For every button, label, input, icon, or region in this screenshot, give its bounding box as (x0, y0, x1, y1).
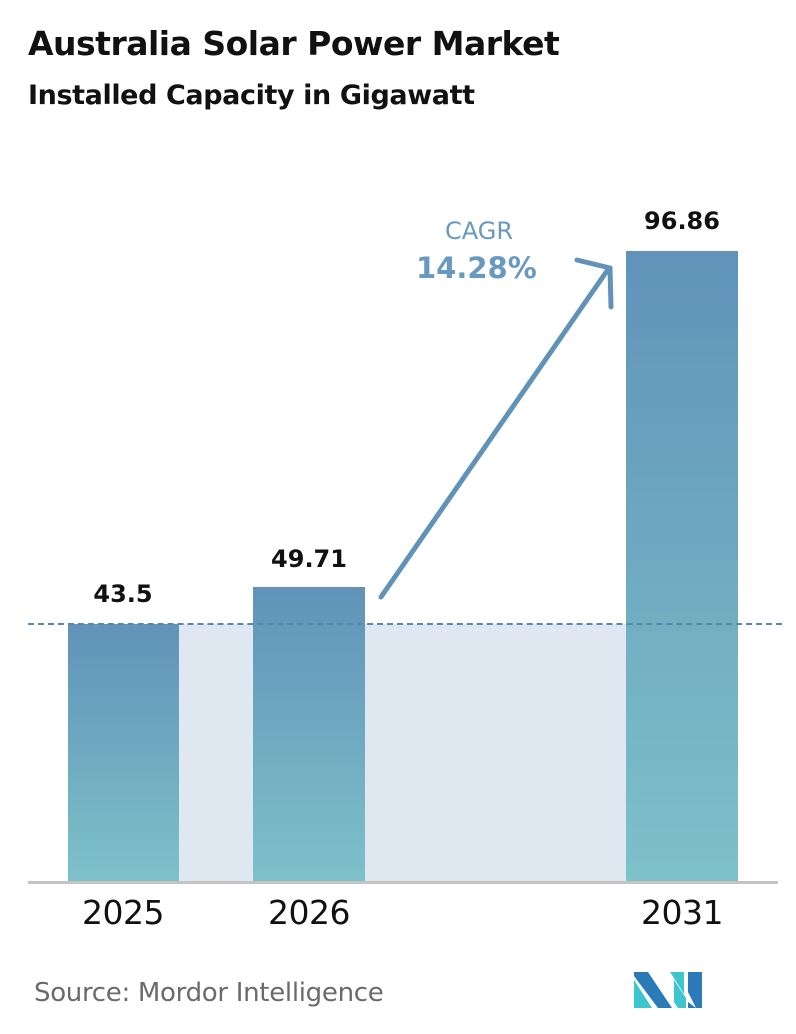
x-axis-label: 2026 (268, 893, 350, 932)
bar-value-label: 49.71 (271, 545, 347, 573)
x-axis-label: 2025 (82, 893, 164, 932)
source-text: Source: Mordor Intelligence (34, 978, 384, 1008)
bar-value-label: 96.86 (644, 207, 720, 235)
bar-2026 (253, 587, 365, 882)
cagr-label: CAGR (445, 217, 514, 245)
cagr-value: 14.28% (416, 251, 537, 285)
bar-2031 (626, 251, 738, 882)
chart-subtitle: Installed Capacity in Gigawatt (28, 80, 475, 111)
mordor-intelligence-logo-icon (634, 972, 702, 1008)
bar-2025 (68, 624, 179, 882)
x-axis-baseline (28, 881, 778, 884)
chart-title: Australia Solar Power Market (28, 24, 560, 63)
x-axis-label: 2031 (641, 893, 723, 932)
reference-dashed-line (28, 623, 782, 625)
bar-value-label: 43.5 (93, 580, 153, 608)
